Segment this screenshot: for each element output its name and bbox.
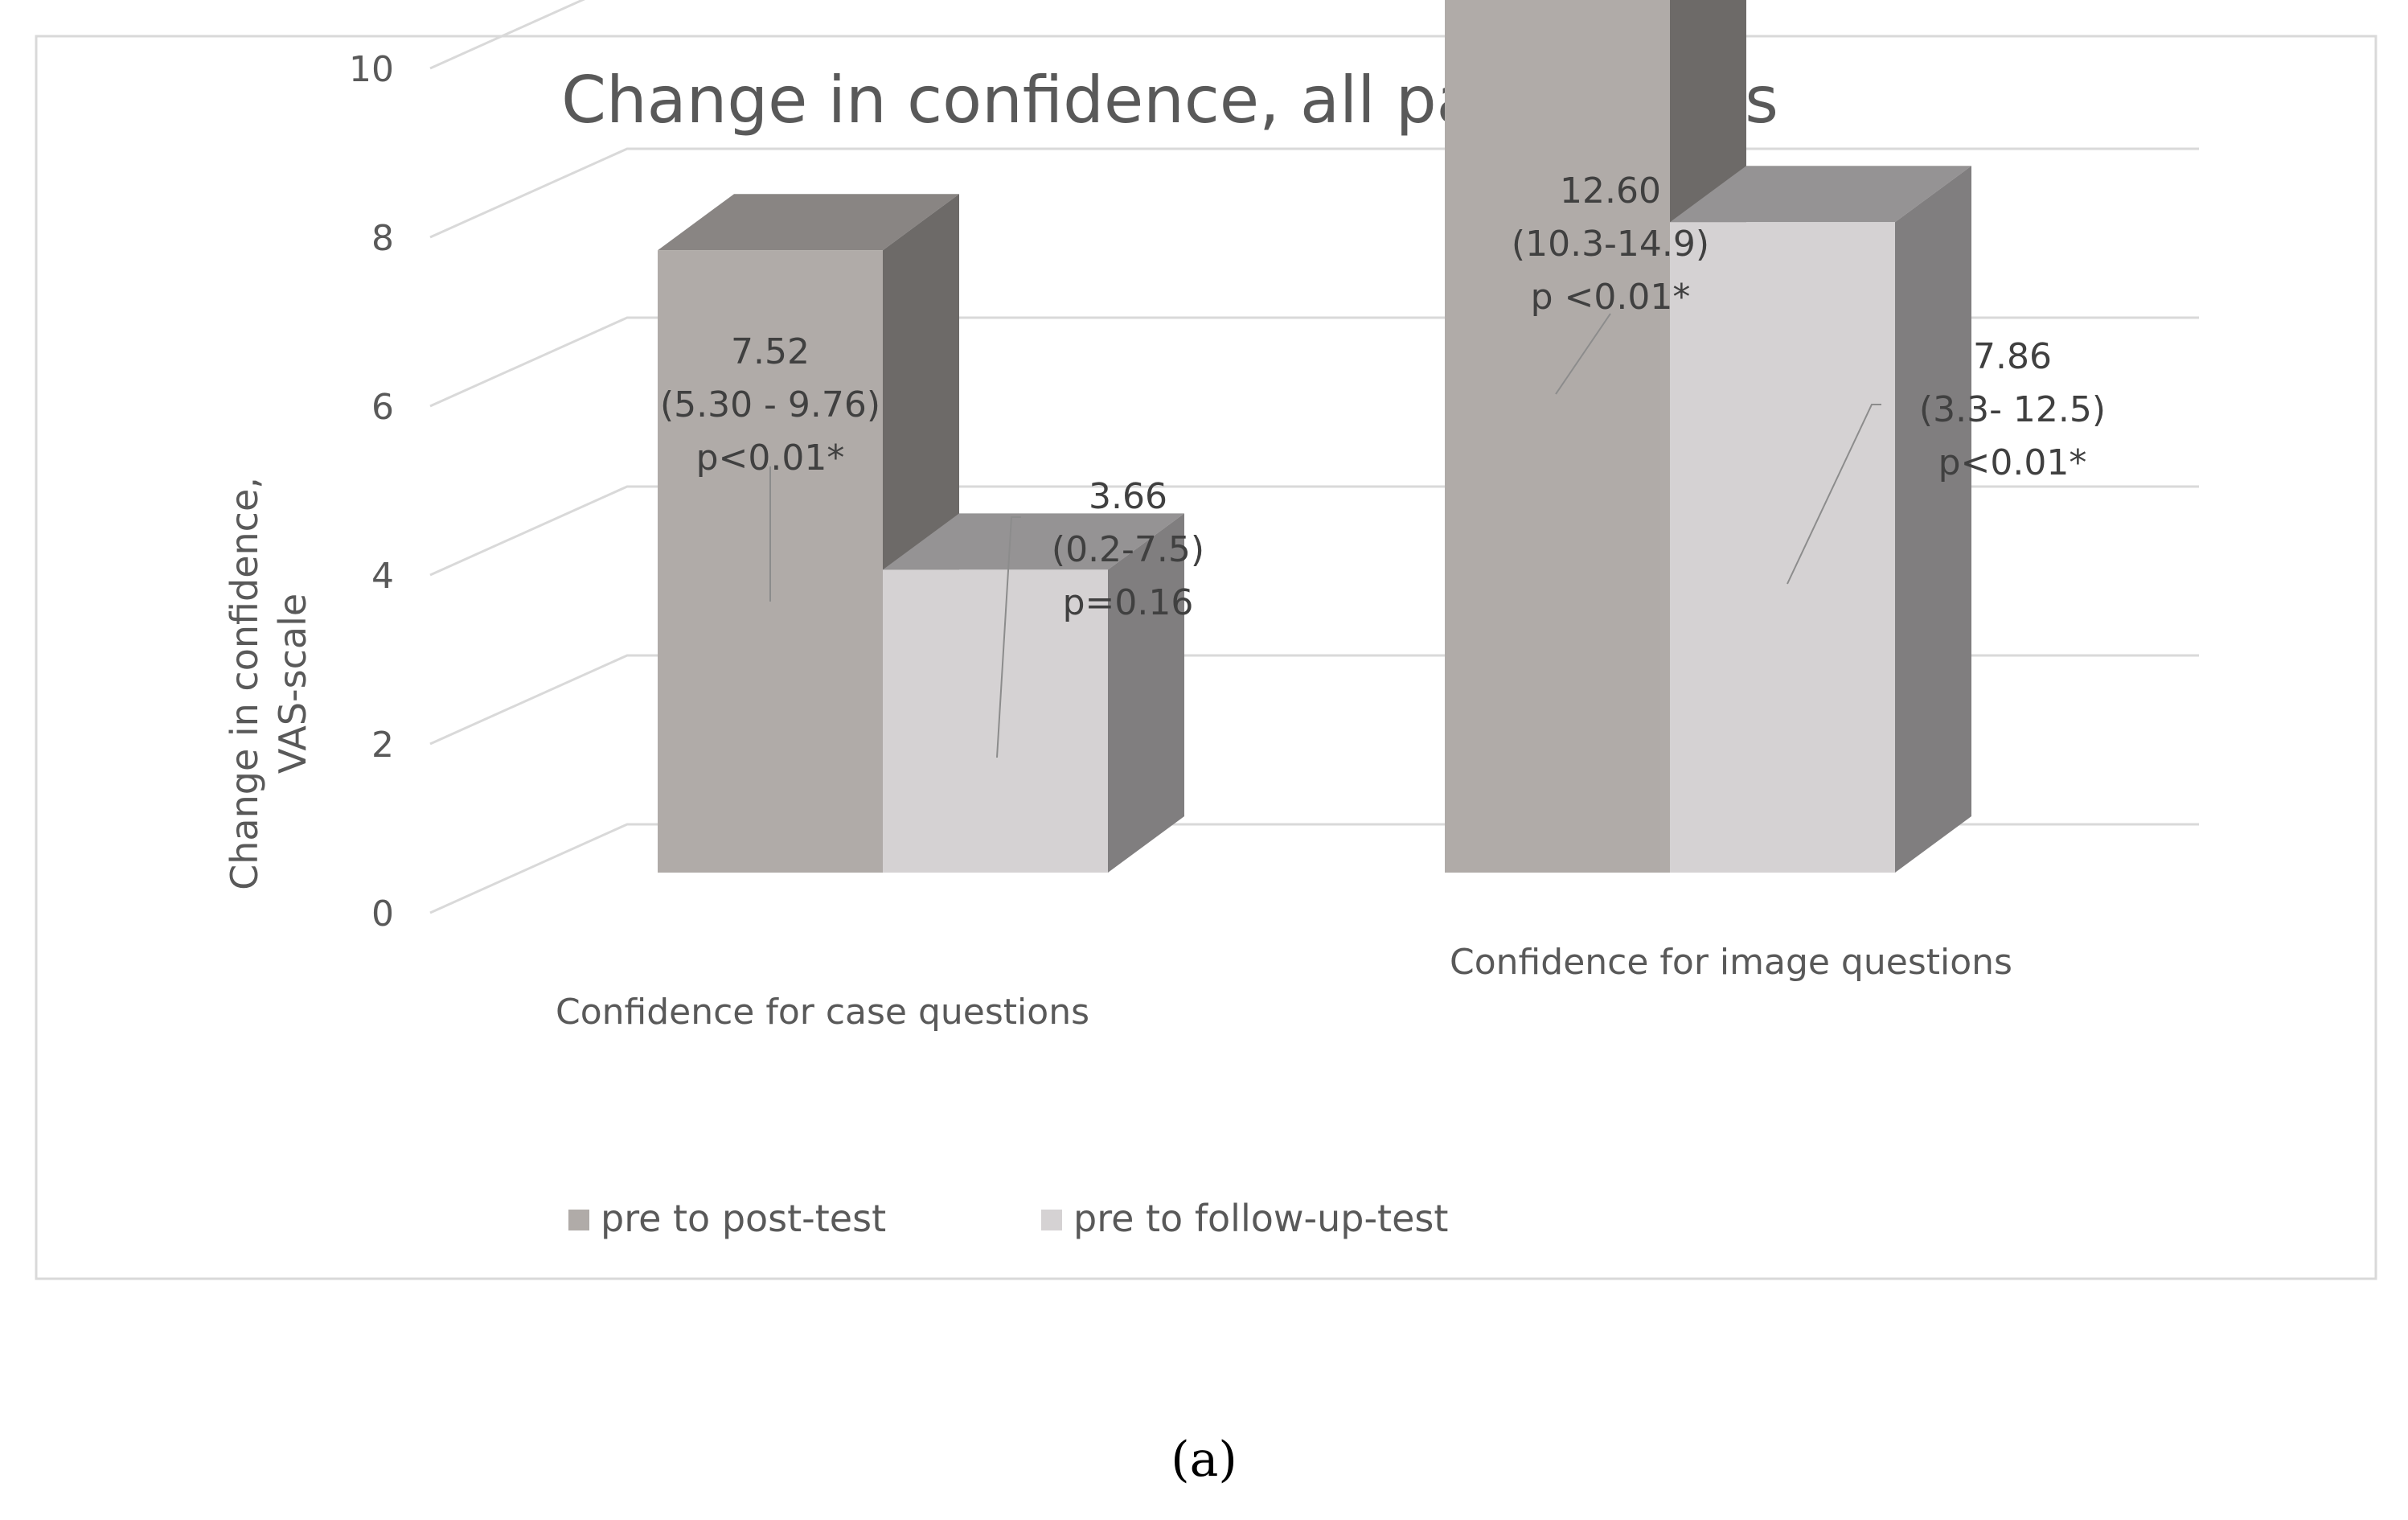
x-axis-category-labels: Confidence for case questions Confidence …	[556, 942, 2012, 1033]
data-label-follow-up-test-1: 3.66 (0.2-7.5) p=0.16	[1052, 476, 1204, 623]
data-label-line: 3.66	[1089, 476, 1167, 517]
data-label-post-test-2: 12.60 (10.3-14.9) p <0.01*	[1512, 170, 1709, 318]
y-axis-label-line-1: Change in confidence,	[223, 477, 266, 890]
leader-line	[1555, 313, 1611, 395]
data-label-line: (10.3-14.9)	[1512, 224, 1709, 265]
y-tick-label: 10	[349, 49, 394, 90]
legend-item-follow-up-test: pre to follow-up-test	[1041, 1197, 1448, 1240]
figure-caption: (a)	[1171, 1432, 1237, 1488]
y-axis-tick-labels: 02468101214	[349, 49, 394, 935]
legend-label: pre to follow-up-test	[1073, 1197, 1448, 1240]
bar-follow-up-test-1	[883, 513, 1184, 873]
bars	[658, 0, 1971, 873]
legend-item-post-test: pre to post-test	[568, 1197, 886, 1240]
data-label-line: p <0.01*	[1531, 277, 1691, 318]
data-label-line: 7.86	[1973, 336, 2052, 377]
leader-line	[1787, 404, 1881, 585]
y-tick-label: 8	[371, 218, 394, 259]
bar-top-face	[883, 513, 1184, 570]
category-label: Confidence for image questions	[1450, 942, 2012, 983]
leader-line	[996, 516, 1021, 758]
bar-top-face	[658, 194, 959, 251]
data-label-line: (3.3- 12.5)	[1919, 389, 2106, 430]
data-label-line: p=0.16	[1063, 582, 1194, 623]
data-label-line: p<0.01*	[1938, 442, 2087, 483]
bar-front-face	[1445, 0, 1670, 873]
y-tick-label: 0	[371, 894, 394, 935]
legend: pre to post-test pre to follow-up-test	[568, 1197, 1448, 1240]
y-tick-label: 2	[371, 725, 394, 766]
legend-label: pre to post-test	[601, 1197, 886, 1240]
y-tick-label: 6	[371, 387, 394, 428]
category-label: Confidence for case questions	[556, 992, 1089, 1033]
bar-top-face	[1670, 166, 1971, 223]
legend-swatch	[568, 1210, 589, 1230]
label-leader-lines	[769, 313, 1881, 758]
data-label-follow-up-test-2: 7.86 (3.3- 12.5) p<0.01*	[1919, 336, 2106, 483]
data-labels: 7.52 (5.30 - 9.76) p<0.01* 3.66 (0.2-7.5) p=0…	[660, 170, 2106, 623]
data-label-line: 12.60	[1560, 170, 1661, 212]
bar-follow-up-test-2	[1670, 166, 1971, 873]
gridline	[429, 0, 585, 70]
bar-front-face	[883, 569, 1108, 873]
bar-side-face	[1895, 166, 1971, 873]
bar-front-face	[1670, 222, 1895, 873]
data-label-line: (0.2-7.5)	[1052, 529, 1204, 570]
data-label-line: p<0.01*	[696, 438, 845, 479]
data-label-line: (5.30 - 9.76)	[660, 384, 880, 425]
y-axis-label-line-2: VAS-scale	[271, 594, 314, 774]
y-axis-label: Change in confidence, VAS-scale	[223, 477, 314, 890]
data-label-post-test-1: 7.52 (5.30 - 9.76) p<0.01*	[660, 331, 880, 479]
y-tick-label: 4	[371, 556, 394, 597]
bar-side-face	[1108, 513, 1184, 873]
legend-swatch	[1041, 1210, 1062, 1230]
chart-frame	[35, 35, 2377, 1280]
data-label-line: 7.52	[731, 331, 810, 372]
